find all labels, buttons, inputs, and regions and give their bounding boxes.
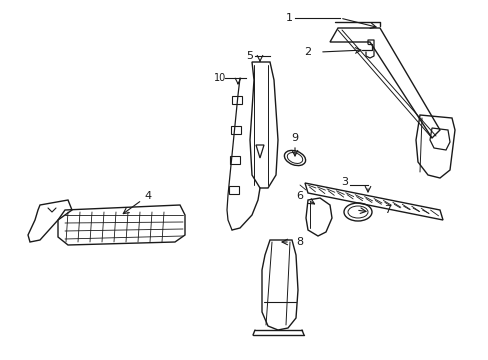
Text: 5: 5: [246, 51, 253, 61]
Text: 1: 1: [285, 13, 292, 23]
Text: 7: 7: [384, 205, 391, 215]
Text: 3: 3: [341, 177, 348, 187]
Text: 9: 9: [291, 133, 298, 143]
Text: 8: 8: [296, 237, 303, 247]
Text: 10: 10: [213, 73, 225, 83]
Text: 4: 4: [144, 191, 151, 201]
Text: 6: 6: [296, 191, 303, 201]
Text: 2: 2: [304, 47, 311, 57]
